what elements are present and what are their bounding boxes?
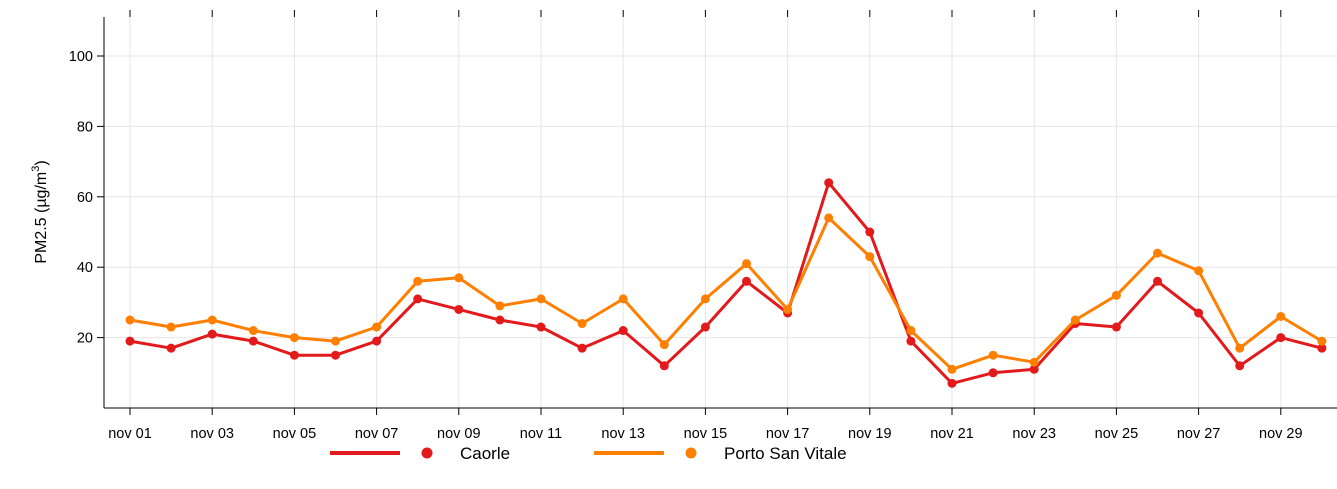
data-point-caorle xyxy=(413,294,423,304)
data-point-porto-san-vitale xyxy=(1317,336,1327,346)
y-axis-title-superscript: 3 xyxy=(30,166,42,172)
data-point-caorle xyxy=(659,361,669,371)
x-tick-label: nov 29 xyxy=(1259,426,1303,442)
data-point-caorle xyxy=(1153,276,1162,286)
data-point-caorle xyxy=(824,178,834,188)
data-point-porto-san-vitale xyxy=(1070,315,1080,325)
x-tick-label: nov 05 xyxy=(273,426,317,442)
legend-marker-caorle xyxy=(421,447,433,459)
y-tick-label: 60 xyxy=(77,190,93,206)
data-point-porto-san-vitale xyxy=(988,350,998,360)
data-point-porto-san-vitale xyxy=(166,322,176,332)
data-point-porto-san-vitale xyxy=(577,319,587,329)
data-point-caorle xyxy=(1111,322,1121,332)
series-porto-san-vitale xyxy=(125,213,1327,374)
series-line-porto-san-vitale xyxy=(129,216,1323,371)
data-point-porto-san-vitale xyxy=(248,326,258,336)
data-point-porto-san-vitale xyxy=(207,315,217,325)
data-point-porto-san-vitale xyxy=(865,252,875,262)
data-point-caorle xyxy=(742,276,751,286)
data-point-porto-san-vitale xyxy=(1194,266,1204,276)
data-point-porto-san-vitale xyxy=(618,294,628,304)
y-axis-title: PM2.5 (µg/m3) xyxy=(30,160,50,263)
legend-label-caorle: Caorle xyxy=(460,444,510,463)
data-point-porto-san-vitale xyxy=(1235,343,1245,353)
data-point-caorle xyxy=(906,336,916,346)
x-tick-label: nov 03 xyxy=(190,426,234,442)
data-point-caorle xyxy=(1276,333,1286,343)
data-point-caorle xyxy=(331,350,340,360)
legend-item-porto-san-vitale: Porto San Vitale xyxy=(594,444,847,463)
data-point-porto-san-vitale xyxy=(742,259,751,269)
legend-marker-porto-san-vitale xyxy=(685,447,697,459)
data-point-porto-san-vitale xyxy=(1276,311,1286,321)
data-point-porto-san-vitale xyxy=(413,276,423,286)
grid xyxy=(104,17,1337,408)
y-tick-label: 100 xyxy=(69,49,93,65)
y-axis-title-main: PM2.5 (µg/m xyxy=(33,172,50,264)
data-point-porto-san-vitale xyxy=(1029,357,1039,367)
series-line-caorle xyxy=(129,181,1323,385)
y-axis-title-close: ) xyxy=(33,160,50,165)
data-point-caorle xyxy=(865,227,875,237)
data-point-caorle xyxy=(495,315,505,325)
legend-label-porto-san-vitale: Porto San Vitale xyxy=(724,444,847,463)
data-point-caorle xyxy=(125,336,135,346)
data-point-caorle xyxy=(1029,364,1039,374)
data-point-caorle xyxy=(536,322,546,332)
data-point-porto-san-vitale xyxy=(659,340,669,350)
data-point-caorle xyxy=(618,326,628,336)
x-tick-label: nov 15 xyxy=(684,426,728,442)
data-point-caorle xyxy=(577,343,587,353)
series-lines xyxy=(125,178,1327,388)
x-tick-label: nov 25 xyxy=(1095,426,1139,442)
data-point-porto-san-vitale xyxy=(824,213,834,223)
x-tick-label: nov 21 xyxy=(930,426,974,442)
data-point-porto-san-vitale xyxy=(289,333,299,343)
data-point-caorle xyxy=(289,350,299,360)
axes xyxy=(97,10,1337,415)
y-tick-label: 20 xyxy=(77,331,93,347)
data-point-porto-san-vitale xyxy=(536,294,546,304)
y-tick-label: 80 xyxy=(77,119,93,135)
data-point-caorle xyxy=(207,329,217,339)
x-tick-label: nov 27 xyxy=(1177,426,1221,442)
x-tick-label: nov 19 xyxy=(848,426,892,442)
data-point-caorle xyxy=(166,343,176,353)
axis-labels: nov 01 nov 03 nov 05 nov 07 nov 09 nov 11 nov … xyxy=(30,49,1303,442)
legend: Caorle Porto San Vitale xyxy=(330,444,847,463)
data-point-porto-san-vitale xyxy=(454,273,464,283)
data-point-caorle xyxy=(988,368,998,378)
data-point-porto-san-vitale xyxy=(331,336,340,346)
data-point-caorle xyxy=(700,322,710,332)
x-tick-label: nov 23 xyxy=(1012,426,1056,442)
data-point-caorle xyxy=(372,336,382,346)
x-tick-label: nov 17 xyxy=(766,426,810,442)
data-point-caorle xyxy=(248,336,258,346)
data-point-porto-san-vitale xyxy=(495,301,505,311)
x-tick-label: nov 11 xyxy=(520,426,562,442)
y-tick-label: 40 xyxy=(77,260,93,276)
data-point-porto-san-vitale xyxy=(906,326,916,336)
series-caorle xyxy=(125,178,1327,388)
data-point-porto-san-vitale xyxy=(947,364,957,374)
data-point-caorle xyxy=(1317,343,1327,353)
x-tick-label: nov 09 xyxy=(437,426,481,442)
data-point-porto-san-vitale xyxy=(1153,248,1162,258)
data-point-porto-san-vitale xyxy=(372,322,382,332)
data-point-caorle xyxy=(1235,361,1245,371)
data-point-porto-san-vitale xyxy=(1111,290,1121,300)
x-tick-label: nov 01 xyxy=(108,426,152,442)
data-point-porto-san-vitale xyxy=(125,315,135,325)
x-tick-label: nov 13 xyxy=(601,426,645,442)
data-point-porto-san-vitale xyxy=(700,294,710,304)
x-tick-label: nov 07 xyxy=(355,426,399,442)
data-point-caorle xyxy=(454,304,464,314)
data-point-porto-san-vitale xyxy=(783,304,793,314)
data-point-caorle xyxy=(1194,308,1204,318)
legend-item-caorle: Caorle xyxy=(330,444,510,463)
data-point-caorle xyxy=(947,378,957,388)
